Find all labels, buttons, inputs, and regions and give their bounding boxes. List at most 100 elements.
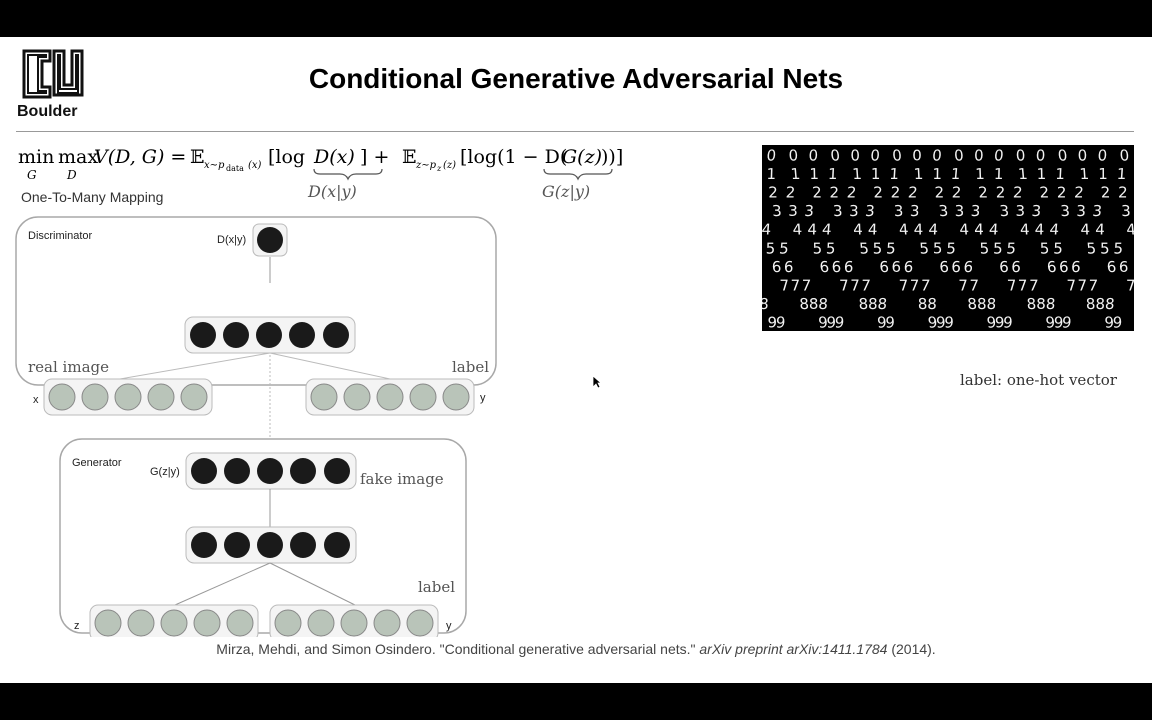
eq-term1-b: D(x): [313, 146, 355, 168]
mnist-digit: 9: [818, 314, 828, 331]
mnist-digit: 7: [1066, 277, 1077, 295]
mnist-digit: 4: [1049, 221, 1060, 239]
y-label: y: [480, 392, 486, 404]
mnist-digit: 7: [860, 277, 871, 295]
mnist-digit: 7: [850, 277, 860, 295]
mnist-samples-grid: 0 0 0 0 0 0 0 0 0 0 0 0 0 0 0 0 0 01 1 1 1 1 1 1 1 1 1 1 1 1 1 1 1 1 12 2 2 2…: [762, 145, 1134, 331]
mnist-digit: 1: [975, 165, 985, 183]
mouse-cursor: [592, 375, 602, 389]
mnist-digit: 5: [919, 239, 930, 257]
mnist-digit: 9: [1104, 314, 1114, 331]
mnist-digit: 2: [1013, 184, 1023, 202]
underbrace-2: [543, 168, 613, 181]
slide: Boulder Conditional Generative Adversari…: [0, 37, 1152, 683]
mnist-digit: 3: [955, 202, 965, 220]
generator-hidden-layer: [191, 532, 350, 558]
mnist-digit: 0: [808, 146, 818, 164]
mnist-digit: 5: [1006, 239, 1017, 257]
mnist-digit: 4: [1035, 221, 1045, 239]
mnist-digit: 3: [772, 202, 783, 220]
mnist-digit: 9: [768, 314, 778, 331]
mnist-digit: 2: [785, 184, 795, 202]
mnist-digit: 6: [1106, 258, 1117, 276]
mnist-digit: 9: [927, 314, 938, 331]
mnist-digit: 2: [846, 184, 857, 202]
mnist-digit: 6: [771, 258, 781, 276]
mnist-digit: 7: [1028, 277, 1038, 295]
mnist-digit: 5: [946, 239, 957, 257]
mnist-digit: 4: [792, 221, 802, 239]
mnist-digit: 7: [1088, 277, 1099, 295]
mnist-digit: 9: [986, 314, 997, 331]
mnist-digit: 3: [833, 202, 843, 220]
eq-max: max: [58, 146, 98, 168]
mnist-digit: 4: [1019, 221, 1029, 239]
mnist-digit: 2: [1118, 184, 1128, 202]
x-label: x: [33, 394, 39, 406]
mnist-digit: 2: [978, 184, 989, 202]
eq-min-sub: G: [27, 168, 37, 182]
mnist-digit: 0: [974, 146, 984, 164]
mnist-digit: 5: [1100, 239, 1110, 257]
eq-term2-b: G(z): [562, 146, 602, 168]
mnist-digit: 4: [1080, 221, 1090, 239]
mnist-digit: 2: [1057, 184, 1067, 202]
label-input-layer-top: [310, 383, 470, 411]
generator-output-layer: [191, 458, 350, 484]
mnist-digit: 0: [870, 146, 880, 164]
mnist-digit: 0: [1078, 146, 1088, 164]
mnist-digit: 4: [959, 221, 970, 239]
mnist-digit: 2: [768, 184, 778, 202]
mnist-digit: 6: [1059, 258, 1069, 276]
mnist-digit: 2: [873, 184, 883, 202]
mnist-digit: 1: [1037, 165, 1047, 183]
mnist-digit: 3: [910, 202, 920, 220]
mnist-digit: 8: [967, 295, 978, 313]
mnist-digit: 9: [1045, 314, 1055, 331]
real-image-label: real image: [28, 358, 109, 376]
eq-term2-c: ))]: [601, 146, 623, 168]
mnist-digit: 0: [993, 146, 1004, 164]
mnist-digit: 8: [799, 295, 810, 313]
mnist-digit: 7: [839, 277, 850, 295]
mnist-digit: 8: [1104, 295, 1115, 313]
eq-expect-2-sub3: (z): [443, 160, 456, 171]
mnist-digit: 0: [1097, 146, 1107, 164]
mnist-digit: 7: [801, 277, 811, 295]
mnist-digit: 3: [999, 202, 1010, 220]
mnist-digit: 1: [766, 165, 776, 183]
mnist-digit: 8: [977, 295, 987, 313]
mnist-digit: 3: [804, 202, 815, 220]
mnist-digit: 6: [831, 258, 841, 276]
mnist-digit: 4: [914, 221, 924, 239]
mnist-digit: 7: [969, 277, 979, 295]
mnist-digit: 0: [1119, 146, 1130, 164]
mnist-digit: 5: [1086, 239, 1097, 257]
mnist-digit: 1: [852, 165, 863, 183]
mnist-digit: 2: [934, 184, 944, 202]
mnist-digit: 9: [995, 314, 1005, 331]
citation-year: (2014).: [887, 641, 936, 657]
mnist-digit: 9: [1061, 314, 1072, 331]
citation-authors: Mirza, Mehdi, and Simon Osindero. "Condi…: [216, 641, 700, 657]
mnist-digit: 5: [1053, 239, 1063, 257]
mnist-digit: 7: [920, 277, 931, 295]
mnist-digit: 3: [938, 202, 949, 220]
cu-boulder-logo: [22, 49, 84, 99]
label-label-bottom: label: [418, 578, 455, 596]
mnist-digit: 8: [868, 295, 878, 313]
eq-expect-2: 𝔼: [402, 146, 416, 168]
mnist-digit: 6: [879, 258, 890, 276]
mnist-digit: 5: [858, 239, 869, 257]
mnist-digit: 4: [1126, 221, 1134, 239]
mnist-digit: 2: [891, 184, 901, 202]
mnist-digit: 9: [826, 314, 836, 331]
mnist-digit: 5: [979, 239, 989, 257]
mnist-digit: 2: [952, 184, 962, 202]
logo-text: Boulder: [17, 103, 78, 120]
mnist-digit: 3: [1031, 202, 1042, 220]
mnist-digit: 4: [868, 221, 878, 239]
noise-input-layer: [94, 609, 254, 637]
discriminator-hidden-layer: [190, 322, 349, 348]
mnist-digit: 1: [1098, 165, 1108, 183]
